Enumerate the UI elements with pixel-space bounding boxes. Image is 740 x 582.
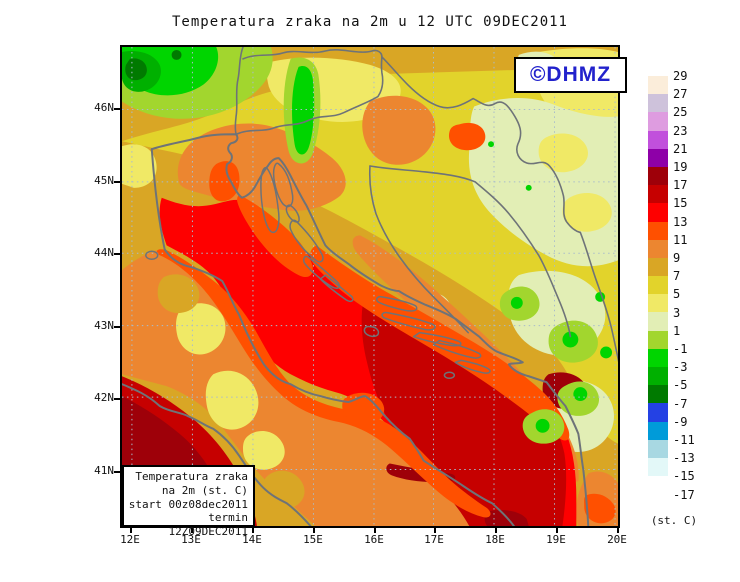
colorbar-value-label: 5 xyxy=(673,287,681,302)
x-tick-mark xyxy=(252,528,254,533)
x-tick-mark xyxy=(191,528,193,533)
y-tick-mark xyxy=(114,108,120,110)
colorbar xyxy=(648,76,668,495)
colorbar-value-label: 9 xyxy=(673,251,681,265)
y-tick-mark xyxy=(114,181,120,183)
x-tick-mark xyxy=(556,528,558,533)
legend-box: Temperatura zraka na 2m (st. C) start 00… xyxy=(122,465,255,538)
colorbar-value-label: 25 xyxy=(673,105,688,120)
legend-line-1: Temperatura zraka xyxy=(135,470,248,483)
page-title: Temperatura zraka na 2m u 12 UTC 09DEC20… xyxy=(171,14,568,30)
x-tick-label: 17E xyxy=(424,533,444,546)
colorbar-band xyxy=(648,439,668,458)
x-tick-label: 18E xyxy=(485,533,505,546)
coastlines xyxy=(122,133,590,526)
dhmz-watermark-box: ©DHMZ xyxy=(514,57,627,93)
colorbar-band xyxy=(648,185,668,204)
colorbar-value-label: -11 xyxy=(673,433,695,447)
colorbar-band xyxy=(648,112,668,131)
y-tick-mark xyxy=(114,326,120,328)
y-tick-mark xyxy=(114,253,120,255)
dhmz-label: ©DHMZ xyxy=(529,63,612,86)
x-tick-label: 19E xyxy=(546,533,566,546)
x-tick-mark xyxy=(374,528,376,533)
colorbar-value-label: 7 xyxy=(673,269,681,284)
x-tick-label: 12E xyxy=(120,533,140,546)
x-tick-mark xyxy=(617,528,619,533)
colorbar-value-label: 11 xyxy=(673,232,688,247)
colorbar-value-label: 17 xyxy=(673,178,688,193)
colorbar-band xyxy=(648,76,668,95)
x-tick-label: 15E xyxy=(303,533,323,546)
colorbar-value-label: 27 xyxy=(673,87,688,102)
x-tick-mark xyxy=(130,528,132,533)
y-tick-label: 42N xyxy=(94,391,114,404)
legend-line-3: start 00z08dec2011 xyxy=(128,497,248,511)
colorbar-band xyxy=(648,294,668,313)
x-tick-label: 14E xyxy=(242,533,262,546)
y-tick-label: 45N xyxy=(94,174,114,187)
colorbar-value-label: 3 xyxy=(673,305,681,320)
colorbar-value-label: -7 xyxy=(673,396,688,411)
x-tick-label: 16E xyxy=(364,533,384,546)
colorbar-band xyxy=(648,403,668,422)
x-tick-mark xyxy=(434,528,436,533)
colorbar-band xyxy=(648,385,668,404)
colorbar-unit-label: (st. C) xyxy=(650,514,698,527)
colorbar-band xyxy=(648,239,668,258)
colorbar-value-label: -5 xyxy=(673,378,688,393)
colorbar-band xyxy=(648,166,668,186)
colorbar-band xyxy=(648,330,668,349)
colorbar-band xyxy=(648,221,668,240)
map-frame xyxy=(120,45,620,528)
y-tick-label: 44N xyxy=(94,246,114,259)
colorbar-band xyxy=(648,476,668,495)
colorbar-value-label: 23 xyxy=(673,123,688,138)
colorbar-band xyxy=(648,130,668,149)
colorbar-band xyxy=(648,276,668,295)
colorbar-value-label: 19 xyxy=(673,160,688,174)
colorbar-band xyxy=(648,348,668,367)
temperature-field xyxy=(122,47,618,526)
y-tick-label: 43N xyxy=(94,319,114,332)
island-outlines xyxy=(145,162,491,379)
x-tick-mark xyxy=(495,528,497,533)
colorbar-value-label: -17 xyxy=(673,487,695,502)
colorbar-band xyxy=(648,257,668,277)
colorbar-value-label: 13 xyxy=(673,214,688,229)
colorbar-band xyxy=(648,203,668,222)
colorbar-band xyxy=(648,94,668,113)
legend-line-2: na 2m (st. C) xyxy=(161,483,248,497)
y-tick-mark xyxy=(114,398,120,400)
country-borders xyxy=(234,47,618,362)
colorbar-band xyxy=(648,421,668,440)
colorbar-value-label: -15 xyxy=(673,469,695,484)
y-tick-label: 46N xyxy=(94,101,114,114)
x-tick-label: 13E xyxy=(181,533,201,546)
colorbar-value-label: -3 xyxy=(673,360,688,375)
y-tick-label: 41N xyxy=(94,464,114,477)
colorbar-value-label: 15 xyxy=(673,196,688,211)
colorbar-value-label: -1 xyxy=(673,342,688,356)
colorbar-value-label: -9 xyxy=(673,414,688,429)
colorbar-band xyxy=(648,367,668,386)
legend-line-4: termin 12Z09DEC2011 xyxy=(168,511,248,539)
temperature-map xyxy=(122,47,618,526)
x-tick-mark xyxy=(313,528,315,533)
colorbar-band xyxy=(648,148,668,167)
colorbar-value-label: -13 xyxy=(673,451,695,466)
colorbar-value-label: 29 xyxy=(673,69,688,83)
y-tick-mark xyxy=(114,471,120,473)
colorbar-value-label: 21 xyxy=(673,141,688,156)
colorbar-value-label: 1 xyxy=(673,323,681,338)
x-tick-label: 20E xyxy=(607,533,627,546)
colorbar-band xyxy=(648,312,668,331)
colorbar-band xyxy=(648,457,668,477)
